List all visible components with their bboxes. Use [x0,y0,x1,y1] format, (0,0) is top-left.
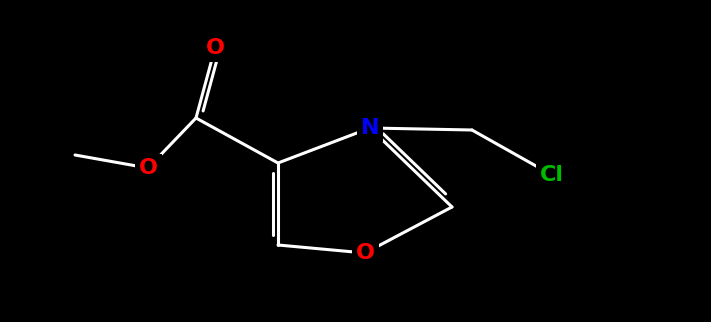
Text: O: O [356,243,375,263]
Text: O: O [139,158,158,178]
Text: Cl: Cl [540,165,564,185]
Text: N: N [360,118,379,138]
Text: O: O [205,38,225,58]
